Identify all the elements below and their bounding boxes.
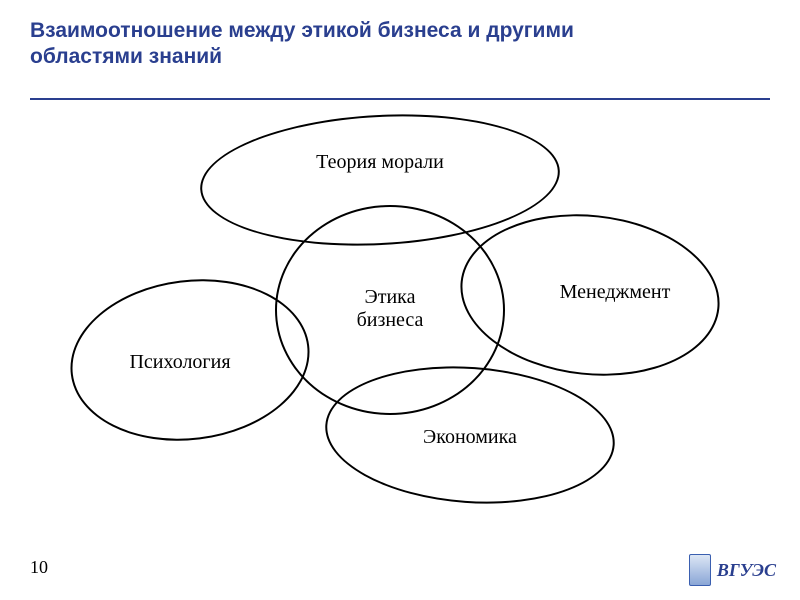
logo-text: ВГУЭС xyxy=(717,560,776,581)
ellipse-label-ethics_core: Этика бизнеса xyxy=(270,286,510,332)
footer-logo: ВГУЭС xyxy=(689,554,776,586)
page-number: 10 xyxy=(30,557,48,578)
ellipse-label-management: Менеджмент xyxy=(495,281,735,304)
ellipse-label-moral_theory: Теория морали xyxy=(260,151,500,174)
ellipse-label-psychology: Психология xyxy=(60,351,300,374)
slide: Взаимоотношение между этикой бизнеса и д… xyxy=(0,0,800,600)
ellipse-label-economics: Экономика xyxy=(350,426,590,449)
slide-title: Взаимоотношение между этикой бизнеса и д… xyxy=(30,18,670,71)
logo-emblem-icon xyxy=(689,554,711,586)
title-underline xyxy=(30,98,770,100)
venn-diagram: Теория морали Этика бизнесаМенеджмент Псих… xyxy=(60,110,740,490)
